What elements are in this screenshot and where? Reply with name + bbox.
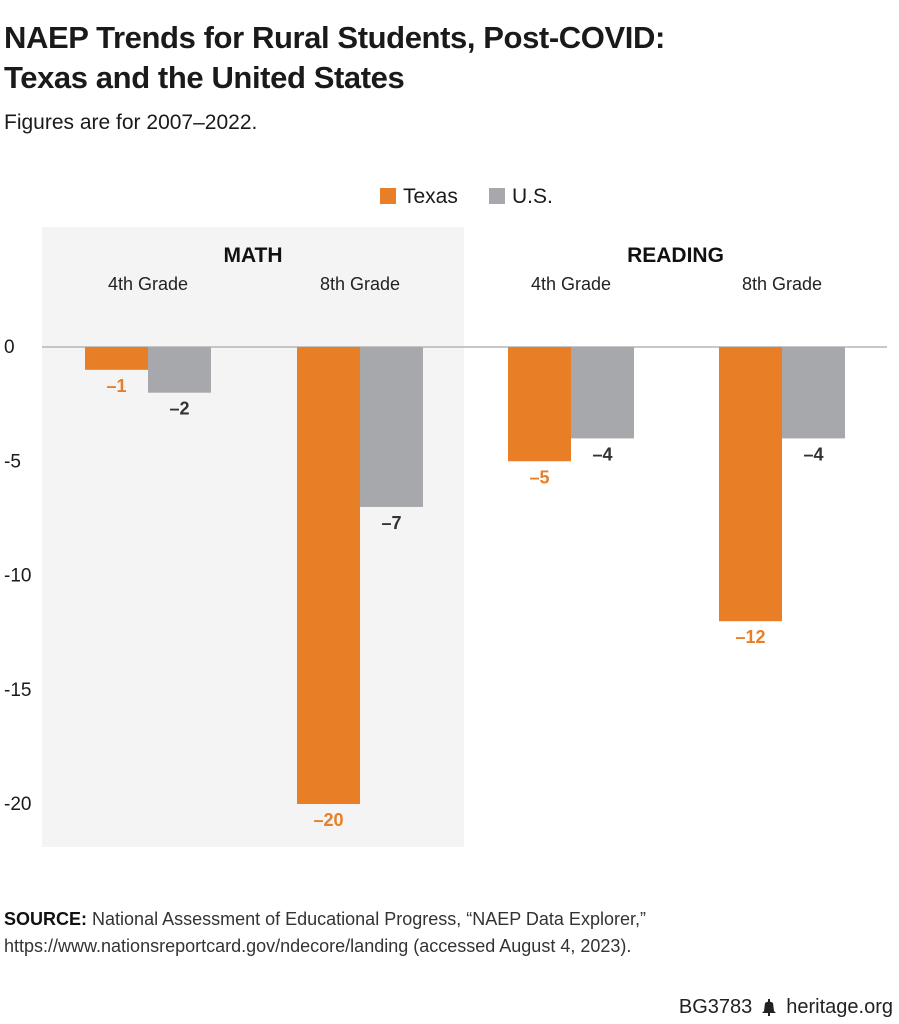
- liberty-bell-icon: [762, 999, 777, 1016]
- source-text: National Assessment of Educational Progr…: [4, 909, 646, 956]
- footer: BG3783 heritage.org: [679, 996, 893, 1019]
- y-tick-label: -5: [4, 451, 21, 472]
- bar-us-reading-0: [571, 347, 634, 439]
- bar-texas-math-0: [85, 347, 148, 370]
- legend-label-texas: Texas: [403, 185, 458, 208]
- bar-texas-reading-0: [508, 347, 571, 462]
- bar-us-reading-1: [782, 347, 845, 439]
- y-tick-label: -20: [4, 794, 31, 815]
- panel-title-reading: READING: [627, 244, 724, 267]
- legend-swatch-texas: [380, 188, 396, 204]
- data-label-us: –2: [169, 399, 189, 419]
- data-label-us: –4: [592, 444, 612, 464]
- data-label-us: –7: [381, 513, 401, 533]
- source-label: SOURCE:: [4, 909, 88, 929]
- title-line-1: NAEP Trends for Rural Students, Post-COV…: [4, 20, 665, 55]
- report-code: BG3783: [678, 996, 753, 1018]
- bar-chart: Texas U.S. 0 -5 -10 -15 -20 MATH 4th Grade –1 –2 8t…: [4, 185, 887, 847]
- legend-label-us: U.S.: [512, 185, 553, 208]
- bar-us-math-0: [148, 347, 211, 393]
- category-label: 8th Grade: [320, 274, 400, 294]
- category-label: 4th Grade: [108, 274, 188, 294]
- panel-background-math: [42, 227, 464, 847]
- data-label-us: –4: [803, 444, 823, 464]
- category-label: 8th Grade: [742, 274, 822, 294]
- data-label-texas: –5: [529, 467, 549, 487]
- legend-swatch-us: [489, 188, 505, 204]
- y-tick-label: 0: [4, 337, 15, 358]
- panel-title-math: MATH: [223, 244, 282, 267]
- source-note: SOURCE: National Assessment of Education…: [4, 906, 889, 960]
- heritage-site: heritage.org: [786, 996, 893, 1018]
- bar-us-math-1: [360, 347, 423, 507]
- chart-subtitle: Figures are for 2007–2022.: [4, 111, 258, 134]
- y-tick-label: -15: [4, 680, 31, 701]
- title-line-2: Texas and the United States: [4, 60, 405, 95]
- bar-texas-reading-1: [719, 347, 782, 622]
- data-label-texas: –20: [313, 810, 343, 830]
- category-label: 4th Grade: [531, 274, 611, 294]
- chart-title: NAEP Trends for Rural Students, Post-COV…: [4, 18, 884, 98]
- y-tick-label: -10: [4, 566, 31, 587]
- data-label-texas: –12: [735, 627, 765, 647]
- data-label-texas: –1: [106, 376, 126, 396]
- bar-texas-math-1: [297, 347, 360, 804]
